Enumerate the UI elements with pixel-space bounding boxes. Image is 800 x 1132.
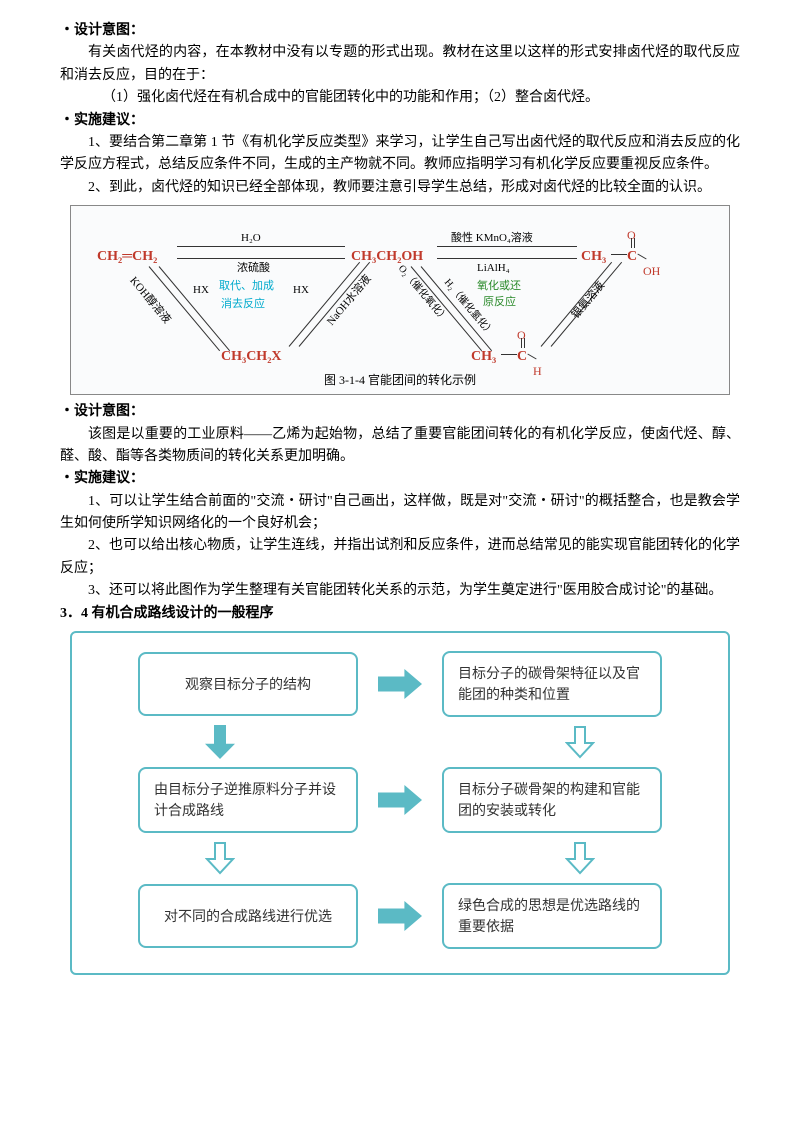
section-3-4-heading: 3．4 有机合成路线设计的一般程序 — [60, 603, 740, 625]
flow-box-1: 观察目标分子的结构 — [138, 652, 358, 716]
node-acetic-ch3: CH₃ — [581, 246, 606, 268]
flow-varrow-1r — [565, 725, 595, 759]
lbl-reduc: 原反应 — [483, 294, 516, 312]
flow-varrow-2r — [565, 841, 595, 875]
lbl-elim: 消去反应 — [221, 296, 265, 314]
arrow-top-1a — [177, 246, 345, 247]
lbl-sub-add: 取代、加成 — [219, 278, 274, 296]
flow-row-2: 由目标分子逆推原料分子并设计合成路线 目标分子碳骨架的构建和官能团的安装或转化 — [96, 767, 704, 833]
design-intent-p3: 该图是以重要的工业原料——乙烯为起始物，总结了重要官能团间转化的有机化学反应，使… — [60, 424, 740, 469]
design-intent-p1: 有关卤代烃的内容，在本教材中没有以专题的形式出现。教材在这里以这样的形式安排卤代… — [60, 42, 740, 87]
cooh-bond1 — [611, 254, 627, 255]
lbl-hx2: HX — [293, 282, 309, 300]
cooh-bond-oh — [637, 254, 646, 260]
cho-dbl2 — [524, 338, 525, 348]
impl-p1: 1、要结合第二章第 1 节《有机化学反应类型》来学习，让学生自己写出卤代烃的取代… — [60, 132, 740, 177]
flow-row-3: 对不同的合成路线进行优选 绿色合成的思想是优选路线的重要依据 — [96, 883, 704, 949]
flow-row-1: 观察目标分子的结构 目标分子的碳骨架特征以及官能团的种类和位置 — [96, 651, 704, 717]
lbl-h2so4: 浓硫酸 — [237, 260, 270, 278]
flow-harrow-1 — [378, 669, 422, 699]
impl2-p2: 2、也可以给出核心物质，让学生连线，并指出试剂和反应条件，进而总结常见的能实现官… — [60, 535, 740, 580]
cooh-dbl1 — [631, 238, 632, 248]
node-aceto-ch3: CH₃ — [471, 346, 496, 368]
node-ethene: CH₂═CH₂ — [97, 246, 157, 268]
diagram1-caption: 图 3-1-4 官能团间的转化示例 — [71, 371, 729, 390]
cho-bond1 — [501, 354, 517, 355]
flow-varrow-2l — [205, 841, 235, 875]
lbl-hx1: HX — [193, 282, 209, 300]
flow-vrow-1 — [96, 725, 704, 759]
flow-box-2: 目标分子的碳骨架特征以及官能团的种类和位置 — [442, 651, 662, 717]
flow-vrow-2 — [96, 841, 704, 875]
flow-box-3: 由目标分子逆推原料分子并设计合成路线 — [138, 767, 358, 833]
flow-varrow-1l — [205, 725, 235, 759]
cooh-dbl2 — [634, 238, 635, 248]
flow-box-5: 对不同的合成路线进行优选 — [138, 884, 358, 948]
lbl-naoh: NaOH水溶液 — [323, 272, 376, 331]
arrow-top-2b — [437, 258, 577, 259]
lbl-lialh4: LiAlH₄ — [477, 260, 510, 278]
flow-box-6: 绿色合成的思想是优选路线的重要依据 — [442, 883, 662, 949]
arrow-top-1b — [177, 258, 345, 259]
impl2-p1: 1、可以让学生结合前面的"交流・研讨"自己画出，这样做，既是对"交流・研讨"的概… — [60, 491, 740, 536]
cooh-oh: OH — [643, 262, 660, 281]
flow-harrow-3 — [378, 901, 422, 931]
cho-dbl1 — [521, 338, 522, 348]
impl2-p3: 3、还可以将此图作为学生整理有关官能团转化关系的示范，为学生奠定进行"医用胶合成… — [60, 580, 740, 602]
design-intent-heading-2: ・设计意图： — [60, 401, 740, 423]
impl-suggestion-heading-1: ・实施建议： — [60, 110, 740, 132]
lbl-oxred: 氧化或还 — [477, 278, 521, 296]
functional-group-transformation-diagram: CH₂═CH₂ CH₃CH₂X CH₃CH₂OH CH₃ O C OH CH₃ … — [70, 205, 730, 395]
node-ethanol: CH₃CH₂OH — [351, 246, 423, 268]
design-intent-heading-1: ・设计意图： — [60, 20, 740, 42]
design-intent-p2: （1）强化卤代烃在有机合成中的官能团转化中的功能和作用；（2）整合卤代烃。 — [60, 87, 740, 109]
lbl-koh: KOH醇溶液 — [124, 273, 174, 328]
cho-bond-h — [527, 354, 536, 360]
cho-c: C — [517, 346, 527, 368]
lbl-agnh3: 银氨溶液 — [568, 278, 610, 323]
impl-suggestion-heading-2: ・实施建议： — [60, 468, 740, 490]
impl-p2: 2、到此，卤代烃的知识已经全部体现，教师要注意引导学生总结，形成对卤代烃的比较全… — [60, 177, 740, 199]
flow-box-4: 目标分子碳骨架的构建和官能团的安装或转化 — [442, 767, 662, 833]
cooh-c: C — [627, 246, 637, 268]
lbl-kmno4: 酸性 KMnO₄溶液 — [451, 230, 533, 248]
flow-harrow-2 — [378, 785, 422, 815]
synthesis-route-flowchart: 观察目标分子的结构 目标分子的碳骨架特征以及官能团的种类和位置 由目标分子逆推原… — [70, 631, 730, 975]
lbl-h2o: H₂O — [241, 230, 261, 248]
